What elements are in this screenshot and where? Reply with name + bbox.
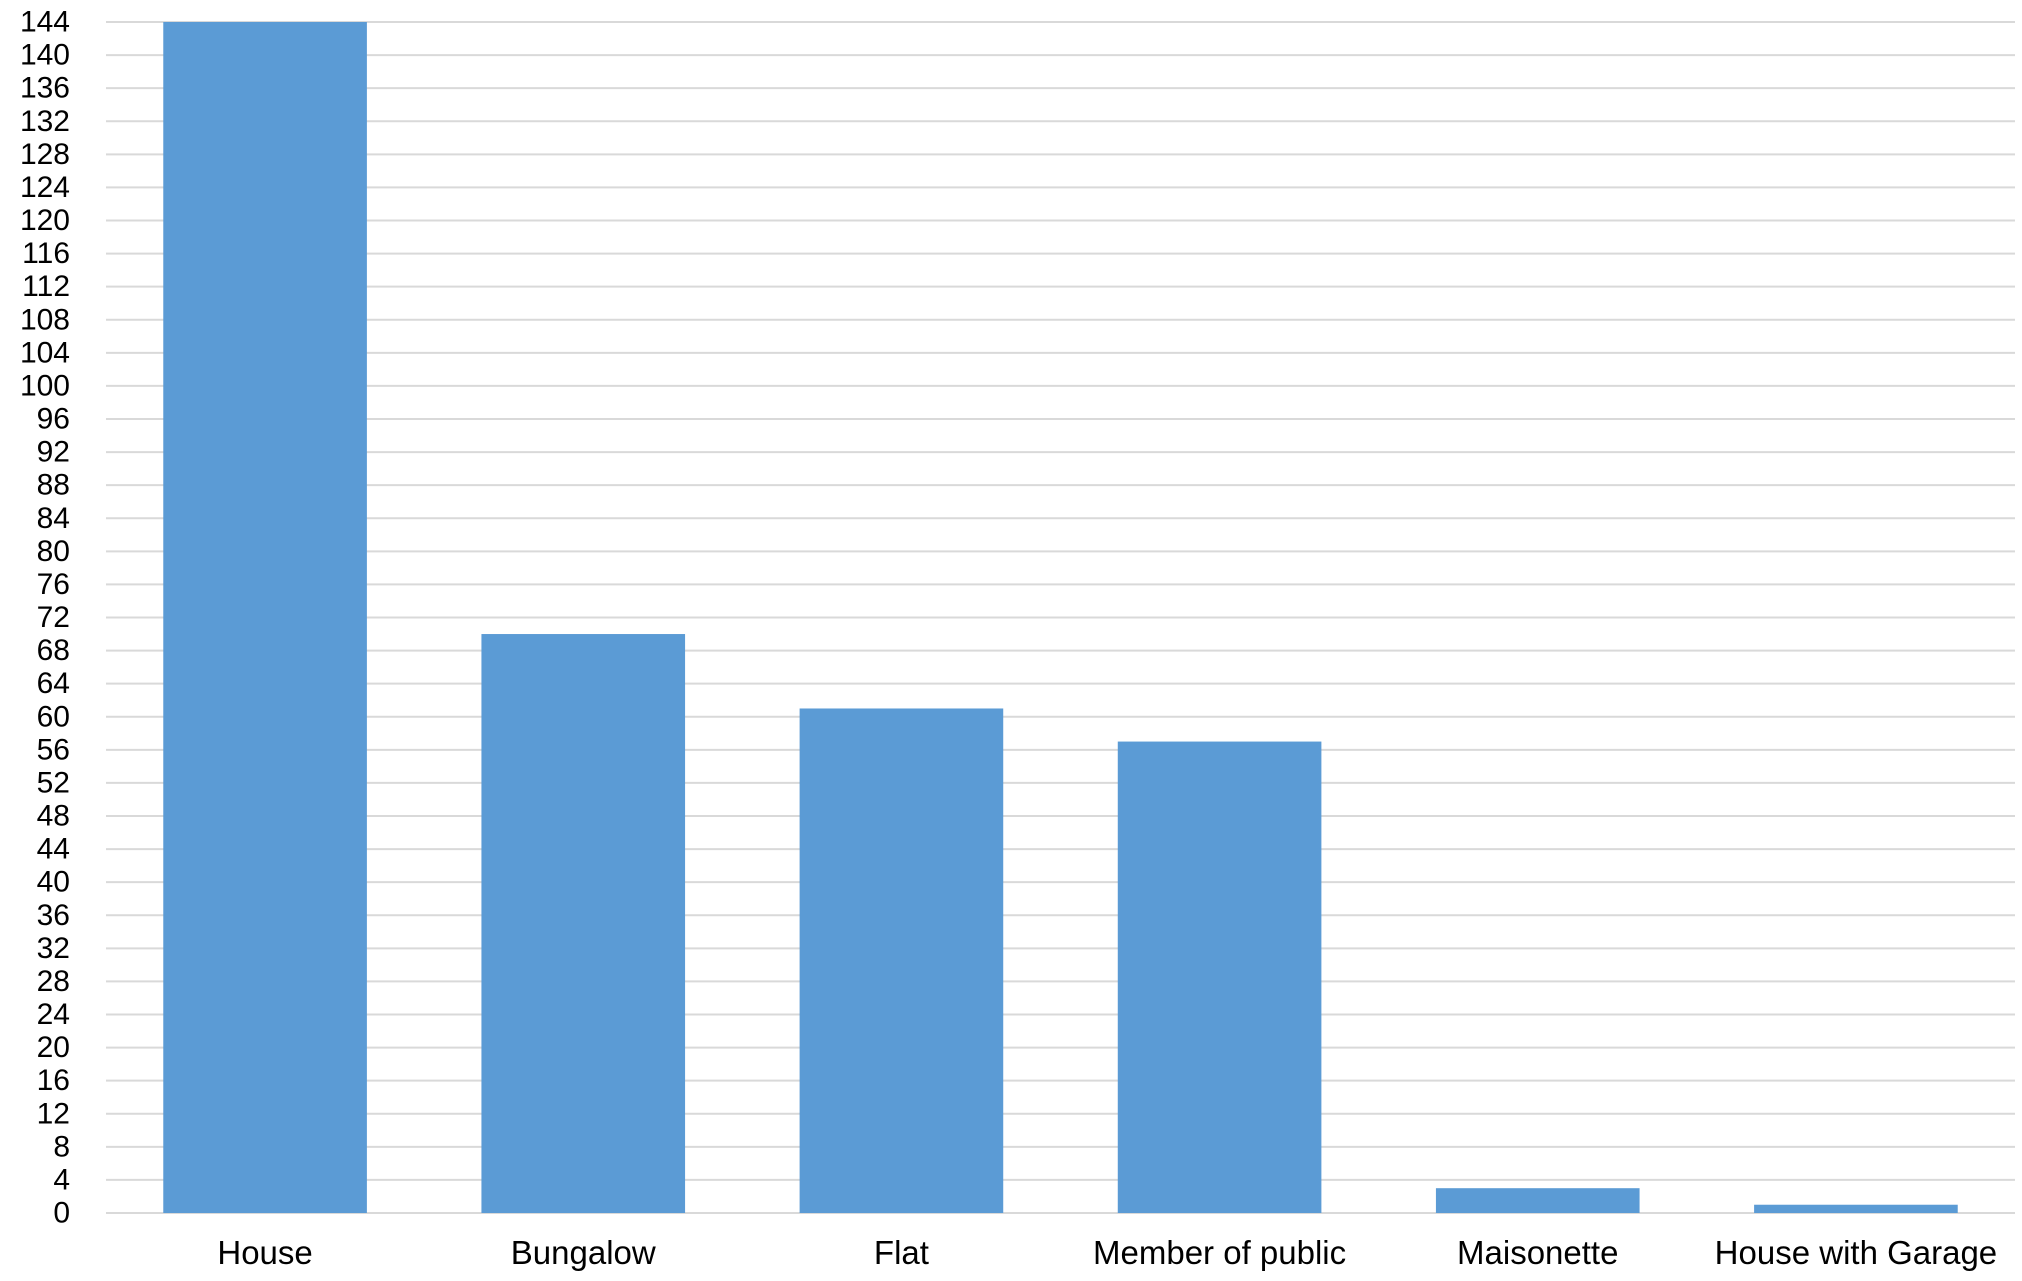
y-tick-label: 40 [37, 866, 70, 899]
y-tick-label: 88 [37, 469, 70, 502]
y-tick-label: 32 [37, 932, 70, 965]
x-category-label: Flat [874, 1234, 929, 1271]
y-tick-label: 112 [22, 270, 70, 303]
bar-house-with-garage [1754, 1204, 1958, 1213]
y-tick-label: 76 [37, 568, 70, 601]
y-tick-label: 80 [37, 535, 70, 568]
bar-flat [799, 708, 1004, 1213]
y-tick-label: 4 [53, 1163, 70, 1196]
y-tick-label: 44 [37, 833, 70, 866]
y-tick-label: 136 [20, 72, 70, 105]
y-tick-label: 72 [37, 601, 70, 634]
x-axis-category-labels: House Bungalow Flat Member of public Maisone… [217, 1234, 1997, 1271]
bar-maisonette [1435, 1188, 1640, 1213]
bar-member-of-public [1117, 741, 1322, 1213]
y-tick-label: 120 [20, 204, 70, 237]
y-tick-label: 8 [53, 1130, 70, 1163]
y-tick-label: 100 [20, 369, 70, 402]
x-category-label: Maisonette [1457, 1234, 1618, 1271]
y-tick-label: 52 [37, 766, 70, 799]
y-tick-label: 20 [37, 1031, 70, 1064]
x-category-label: House [217, 1234, 312, 1271]
y-tick-label: 144 [20, 6, 70, 39]
y-axis-tick-labels: 0481216202428323640444852566064687276808… [20, 6, 70, 1230]
y-tick-label: 36 [37, 899, 70, 932]
bars [163, 22, 1958, 1213]
y-tick-label: 84 [37, 502, 70, 535]
gridlines [106, 21, 2015, 1214]
y-tick-label: 92 [37, 436, 70, 469]
x-category-label: Bungalow [511, 1234, 656, 1271]
y-tick-label: 116 [22, 237, 70, 270]
y-tick-label: 60 [37, 700, 70, 733]
y-tick-label: 128 [20, 138, 70, 171]
x-category-label: House with Garage [1715, 1234, 1997, 1271]
y-tick-label: 48 [37, 800, 70, 833]
y-tick-label: 28 [37, 965, 70, 998]
y-tick-label: 68 [37, 634, 70, 667]
bar-bungalow [481, 634, 686, 1213]
y-tick-label: 132 [20, 105, 70, 138]
y-tick-label: 64 [37, 667, 70, 700]
y-tick-label: 140 [20, 39, 70, 72]
y-tick-label: 0 [53, 1197, 70, 1230]
y-tick-label: 96 [37, 403, 70, 436]
y-tick-label: 104 [20, 336, 70, 369]
y-tick-label: 12 [37, 1097, 70, 1130]
y-tick-label: 56 [37, 733, 70, 766]
y-tick-label: 16 [37, 1064, 70, 1097]
y-tick-label: 124 [20, 171, 70, 204]
x-category-label: Member of public [1093, 1234, 1346, 1271]
y-tick-label: 24 [37, 998, 70, 1031]
bar-house [163, 22, 367, 1213]
y-tick-label: 108 [20, 303, 70, 336]
